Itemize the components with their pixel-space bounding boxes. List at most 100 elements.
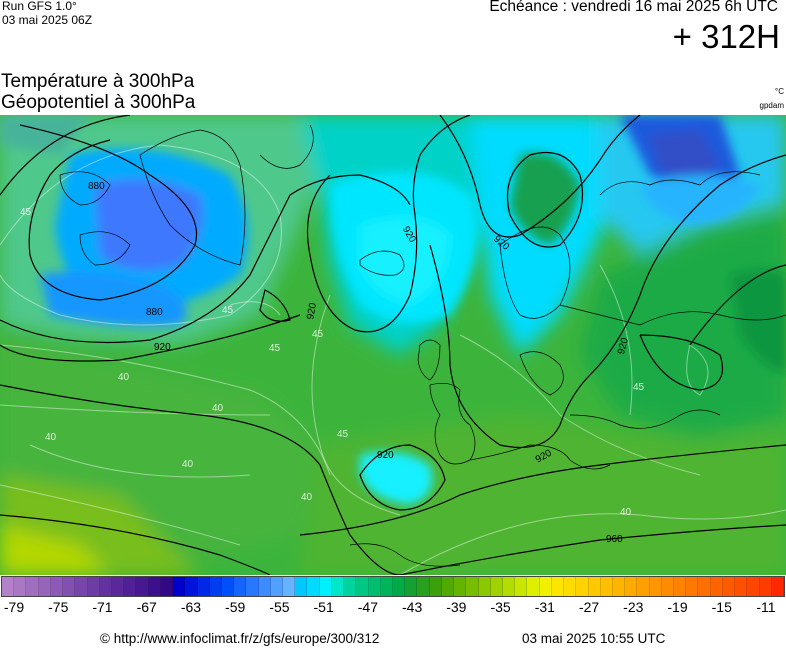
- isotherm-label: 40: [45, 432, 57, 443]
- scale-swatch: [759, 577, 772, 596]
- scale-tick-label: -63: [180, 599, 202, 615]
- scale-swatch: [344, 577, 357, 596]
- generation-timestamp: 03 mai 2025 10:55 UTC: [522, 631, 666, 646]
- scale-swatch: [478, 577, 491, 596]
- scale-swatch: [380, 577, 393, 596]
- contour-label: 880: [146, 307, 163, 318]
- scale-tick-label: -51: [313, 599, 334, 615]
- scale-swatch: [26, 577, 39, 596]
- isotherm-label: 45: [20, 207, 32, 218]
- weather-map-canvas: 880 880 920 920 920 920 920 920 920 960 …: [0, 115, 786, 575]
- isotherm-label: 45: [337, 429, 349, 440]
- scale-swatch: [356, 577, 369, 596]
- scale-swatch: [393, 577, 406, 596]
- contour-label: 960: [606, 534, 623, 545]
- scale-swatch: [136, 577, 149, 596]
- contour-label: 920: [305, 302, 319, 321]
- scale-swatch: [87, 577, 100, 596]
- scale-swatch: [637, 577, 650, 596]
- scale-tick-label: -67: [136, 599, 157, 615]
- isotherm-label: 45: [269, 343, 281, 354]
- scale-swatch: [331, 577, 345, 596]
- scale-swatch: [295, 577, 308, 596]
- scale-tick-label: -59: [225, 599, 246, 615]
- unit-geopotential: gpdam: [759, 101, 784, 110]
- scale-swatch: [600, 577, 613, 596]
- scale-swatch: [649, 577, 662, 596]
- map-title-geopotential: Géopotentiel à 300hPa: [1, 92, 196, 113]
- scale-swatch: [50, 577, 64, 596]
- scale-tick-label: -55: [269, 599, 290, 615]
- scale-swatch: [197, 577, 210, 596]
- scale-swatch: [527, 577, 540, 596]
- forecast-horizon: + 312H: [672, 18, 780, 55]
- scale-swatch: [38, 577, 51, 596]
- scale-swatch: [698, 577, 711, 596]
- scale-swatch: [612, 577, 626, 596]
- contour-label: 880: [88, 181, 105, 192]
- isotherm-label: 40: [620, 507, 632, 518]
- scale-swatch: [124, 577, 137, 596]
- scale-swatch: [405, 577, 418, 596]
- scale-swatch: [490, 577, 503, 596]
- scale-swatch: [99, 577, 112, 596]
- scale-swatch: [319, 577, 332, 596]
- scale-swatch: [625, 577, 638, 596]
- weather-map: 880 880 920 920 920 920 920 920 920 960 …: [0, 115, 786, 575]
- scale-swatch: [14, 577, 27, 596]
- scale-swatch: [283, 577, 296, 596]
- color-scale-bar: [1, 576, 785, 597]
- isotherm-label: 45: [633, 382, 645, 393]
- run-label: Run GFS 1.0°: [2, 0, 77, 13]
- scale-swatch: [246, 577, 259, 596]
- scale-swatch: [539, 577, 552, 596]
- scale-swatch: [63, 577, 76, 596]
- scale-swatch: [234, 577, 247, 596]
- scale-swatch: [185, 577, 198, 596]
- forecast-valid-time: Echéance : vendredi 16 mai 2025 6h UTC: [489, 0, 778, 15]
- scale-swatch: [747, 577, 760, 596]
- scale-tick-label: -15: [711, 599, 732, 615]
- scale-swatch: [588, 577, 601, 596]
- scale-swatch: [502, 577, 516, 596]
- map-title-temperature: Température à 300hPa: [1, 71, 195, 92]
- scale-tick-label: -39: [446, 599, 467, 615]
- scale-swatch: [564, 577, 577, 596]
- contour-label: 920: [154, 342, 171, 353]
- scale-swatch: [454, 577, 467, 596]
- isotherm-label: 45: [222, 305, 234, 316]
- scale-swatch: [674, 577, 687, 596]
- scale-swatch: [429, 577, 442, 596]
- scale-swatch: [258, 577, 271, 596]
- scale-swatch: [221, 577, 235, 596]
- scale-tick-label: -31: [534, 599, 555, 615]
- scale-tick-label: -47: [357, 599, 378, 615]
- scale-swatch: [576, 577, 589, 596]
- scale-tick-label: -19: [667, 599, 688, 615]
- isotherm-label: 40: [212, 403, 224, 414]
- scale-tick-label: -71: [92, 599, 113, 615]
- scale-swatch: [160, 577, 174, 596]
- scale-swatch: [173, 577, 186, 596]
- contour-labels: 880 880 920 920 920 920 920 920 920 960 …: [20, 181, 645, 545]
- scale-swatch: [417, 577, 430, 596]
- scale-swatch: [735, 577, 748, 596]
- scale-tick-label: -27: [578, 599, 600, 615]
- scale-swatch: [2, 577, 15, 596]
- scale-swatch: [722, 577, 736, 596]
- isotherm-label: 40: [182, 459, 194, 470]
- scale-swatch: [771, 577, 784, 596]
- scale-swatch: [551, 577, 565, 596]
- contour-label: 920: [616, 336, 631, 355]
- isotherm-label: 45: [312, 329, 324, 340]
- contour-label: 920: [377, 450, 394, 461]
- scale-tick-label: -11: [756, 599, 776, 615]
- scale-swatch: [686, 577, 699, 596]
- scale-swatch: [710, 577, 723, 596]
- scale-swatch: [209, 577, 222, 596]
- color-scale-ticks: -79 -75 -71 -67 -63 -59 -55 -51 -47 -43 -39 -35 -31 -…: [0, 599, 786, 619]
- scale-swatch: [307, 577, 320, 596]
- scale-swatch: [661, 577, 675, 596]
- temperature-isotherms: [0, 144, 786, 575]
- scale-swatch: [515, 577, 528, 596]
